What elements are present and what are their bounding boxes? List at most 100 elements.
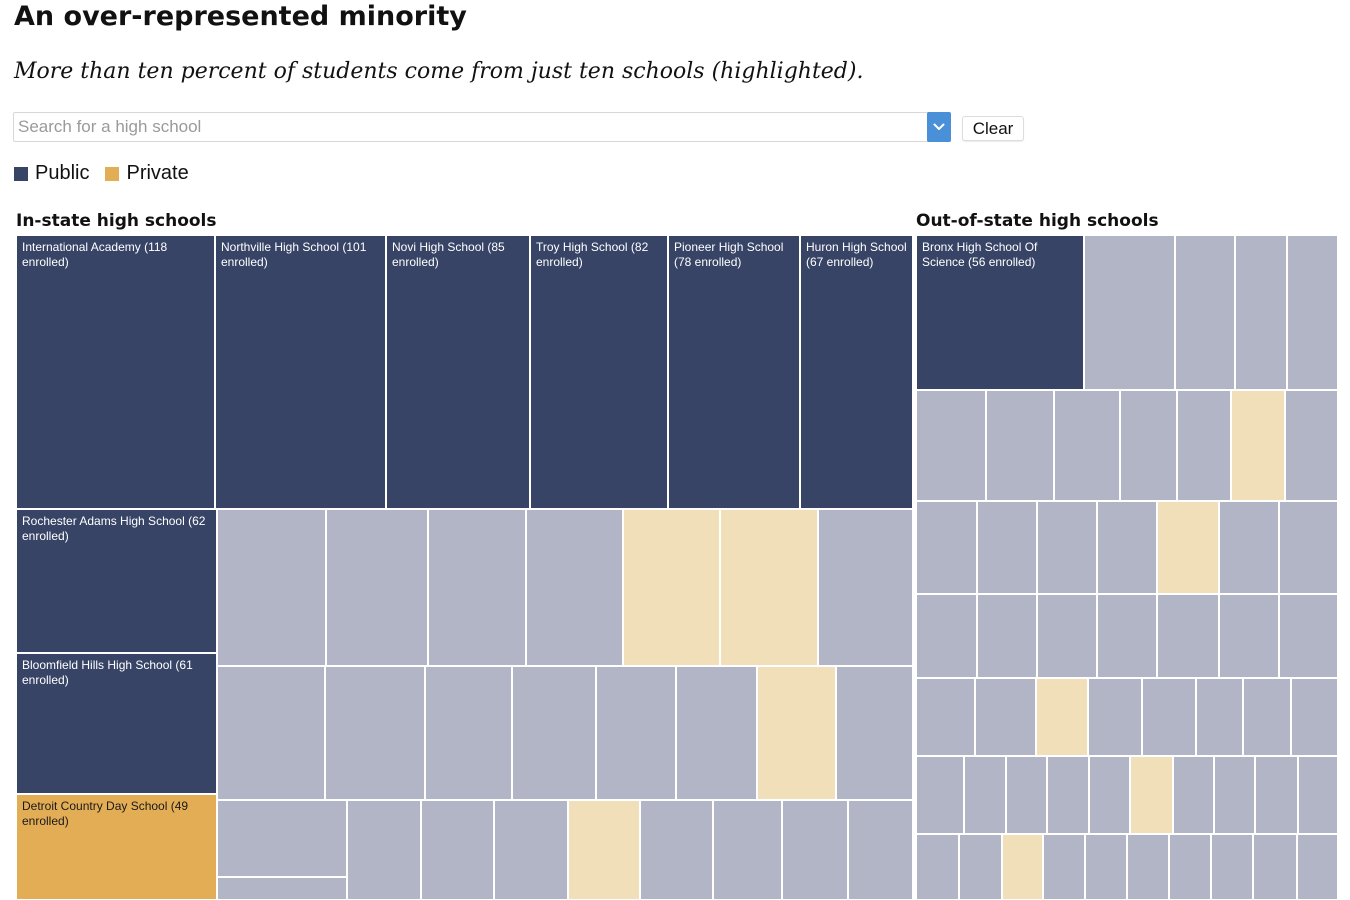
treemap-cell[interactable] [1043,834,1085,900]
treemap-cell-highlighted[interactable]: Northville High School (101 enrolled) [215,235,386,509]
treemap-cell[interactable] [836,666,913,800]
treemap-cell-highlighted[interactable]: Novi High School (85 enrolled) [386,235,530,509]
treemap-cell[interactable] [428,509,526,666]
treemap-cell[interactable] [1298,756,1338,834]
treemap-cell[interactable] [1089,756,1130,834]
treemap-cell[interactable] [1219,501,1279,594]
treemap-cell[interactable] [1279,501,1338,594]
treemap-cell[interactable] [713,800,782,900]
treemap-cell[interactable] [326,509,428,666]
treemap-cell-highlighted[interactable]: Bronx High School Of Science (56 enrolle… [916,235,1084,390]
treemap-cell[interactable] [425,666,512,800]
treemap-cell[interactable] [1047,756,1089,834]
treemap-cell[interactable] [916,594,977,678]
treemap-cell[interactable] [421,800,494,900]
treemap-cell[interactable] [1175,235,1235,390]
treemap-cell[interactable] [1084,235,1175,390]
treemap-cell[interactable] [1037,594,1097,678]
treemap-cell[interactable] [1157,594,1219,678]
treemap-cell[interactable] [596,666,676,800]
legend-label-public: Public [35,162,90,184]
treemap-cell[interactable] [916,756,964,834]
treemap-cell[interactable] [1231,390,1285,501]
treemap-cell[interactable] [1253,834,1297,900]
treemap-cell[interactable] [916,678,975,756]
treemap-cell[interactable] [1036,678,1088,756]
treemap-cell[interactable] [964,756,1006,834]
treemap-cell[interactable] [1243,678,1291,756]
cell-label: Novi High School (85 enrolled) [392,240,505,269]
treemap-cell-highlighted[interactable]: Detroit Country Day School (49 enrolled) [16,794,217,900]
legend-swatch-public [14,166,28,181]
treemap-cell[interactable] [757,666,836,800]
treemap-cell[interactable] [217,877,347,900]
treemap-cell[interactable] [217,666,325,800]
treemap-cell[interactable] [818,509,913,666]
treemap-cell[interactable] [1097,594,1157,678]
treemap-cell[interactable] [1255,756,1298,834]
treemap-cell[interactable] [977,594,1037,678]
treemap-cell[interactable] [1297,834,1338,900]
dropdown-button[interactable] [927,112,951,142]
page-subtitle: More than ten percent of students come f… [14,59,864,84]
treemap-cell[interactable] [720,509,818,666]
search-input[interactable] [14,113,926,141]
treemap-cell[interactable] [1006,756,1047,834]
treemap-cell[interactable] [1219,594,1279,678]
treemap-cell[interactable] [325,666,425,800]
treemap-cell[interactable] [916,834,959,900]
treemap-cell[interactable] [1037,501,1097,594]
legend-item-private: Private [105,162,189,185]
treemap-cell[interactable] [1235,235,1287,390]
treemap-cell[interactable] [1127,834,1169,900]
treemap-cell-highlighted[interactable]: International Academy (118 enrolled) [16,235,215,509]
treemap-cell[interactable] [1142,678,1196,756]
treemap-cell[interactable] [217,509,326,666]
treemap-cell[interactable] [1291,678,1338,756]
treemap-cell[interactable] [1088,678,1142,756]
treemap-cell[interactable] [494,800,568,900]
treemap-cell[interactable] [916,390,986,501]
treemap-cell[interactable] [526,509,623,666]
treemap-cell[interactable] [512,666,596,800]
treemap-cell[interactable] [986,390,1054,501]
treemap-cell[interactable] [347,800,421,900]
treemap-cell[interactable] [1196,678,1243,756]
treemap-cell-highlighted[interactable]: Huron High School (67 enrolled) [800,235,913,509]
treemap-cell[interactable] [676,666,757,800]
treemap-cell-highlighted[interactable]: Bloomfield Hills High School (61 enrolle… [16,653,217,794]
treemap-cell[interactable] [1130,756,1173,834]
treemap-cell[interactable] [1287,235,1338,390]
treemap-cell[interactable] [1211,834,1253,900]
treemap-cell[interactable] [848,800,913,900]
treemap-cell[interactable] [1338,834,1340,900]
treemap-cell-highlighted[interactable]: Pioneer High School (78 enrolled) [668,235,800,509]
treemap-cell[interactable] [1169,834,1211,900]
out-of-state-treemap: Bronx High School Of Science (56 enrolle… [916,235,1340,900]
legend: Public Private [14,162,205,185]
treemap-cell[interactable] [640,800,713,900]
treemap-cell[interactable] [1157,501,1219,594]
treemap-cell[interactable] [959,834,1002,900]
treemap-cell[interactable] [782,800,848,900]
treemap-cell[interactable] [1120,390,1177,501]
treemap-cell[interactable] [1279,594,1338,678]
treemap-cell[interactable] [1054,390,1120,501]
treemap-cell[interactable] [1214,756,1255,834]
cell-label: Detroit Country Day School (49 enrolled) [22,799,189,828]
treemap-cell[interactable] [217,800,347,877]
treemap-cell[interactable] [916,501,977,594]
treemap-cell[interactable] [1177,390,1231,501]
treemap-cell[interactable] [977,501,1037,594]
treemap-cell-highlighted[interactable]: Rochester Adams High School (62 enrolled… [16,509,217,653]
treemap-cell[interactable] [568,800,640,900]
treemap-cell[interactable] [623,509,720,666]
treemap-cell[interactable] [1002,834,1043,900]
treemap-cell[interactable] [1097,501,1157,594]
treemap-cell[interactable] [1085,834,1127,900]
treemap-cell-highlighted[interactable]: Troy High School (82 enrolled) [530,235,668,509]
treemap-cell[interactable] [975,678,1036,756]
clear-button[interactable]: Clear [962,116,1024,141]
treemap-cell[interactable] [1173,756,1214,834]
treemap-cell[interactable] [1285,390,1338,501]
